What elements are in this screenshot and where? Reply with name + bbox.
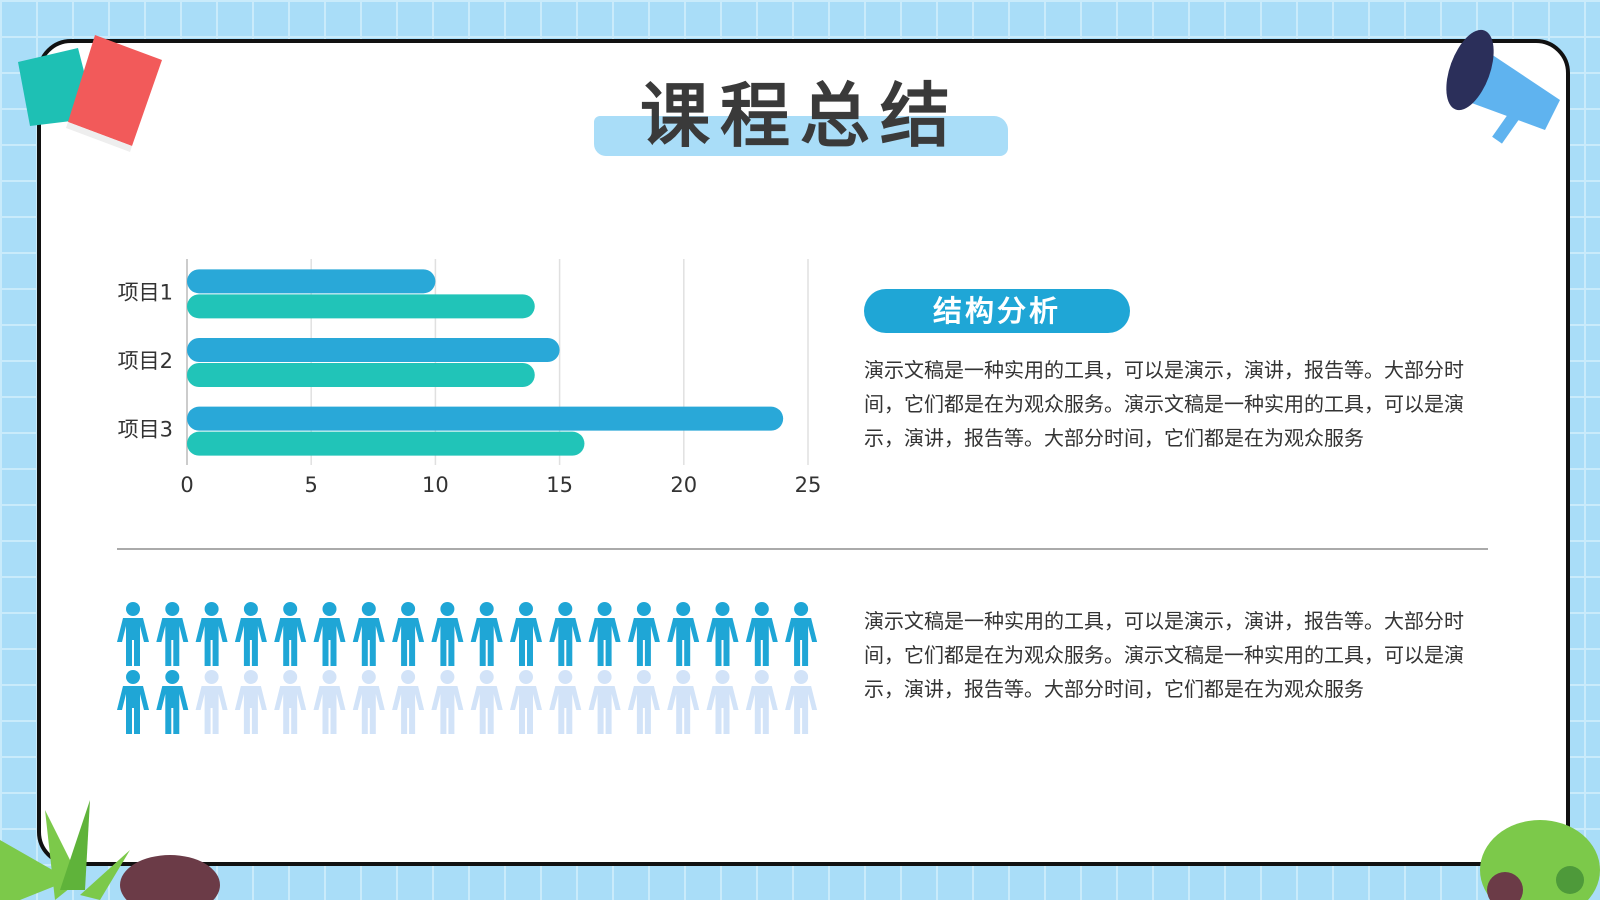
person-icon [667,602,700,666]
person-icon [785,670,818,734]
badge: 结构分析 [864,289,1130,333]
person-icon [706,602,739,666]
plant-left [0,800,220,900]
person-icon [785,602,818,666]
title: 课程总结 [640,75,960,157]
person-icon [431,670,464,734]
book [18,35,162,152]
x-tick-label: 25 [795,473,822,497]
person-icon [117,602,149,666]
person-icon [627,602,660,666]
person-icon [549,670,582,734]
x-tick-label: 10 [422,473,449,497]
plant-right [1480,820,1600,900]
x-tick-label: 5 [305,473,318,497]
person-icon [627,670,660,734]
person-icon [431,602,464,666]
person-icon [510,602,542,666]
person-icon [588,602,621,666]
megaphone [1446,29,1560,144]
person-icon [470,670,503,734]
person-icon [352,602,385,666]
x-tick-label: 0 [180,473,193,497]
person-icon [156,602,189,666]
x-tick-label: 20 [670,473,697,497]
person-icon [195,602,228,666]
person-icon [745,602,778,666]
bar [187,294,535,319]
person-icon [313,670,346,734]
person-icon [588,670,621,734]
bar [187,269,436,294]
paragraph: 演示文稿是一种实用的工具，可以是演示，演讲，报告等。大部分时间，它们都是在为观众… [864,358,1464,450]
paragraph: 演示文稿是一种实用的工具，可以是演示，演讲，报告等。大部分时间，它们都是在为观众… [864,609,1464,701]
y-tick-label: 项目3 [118,418,173,442]
person-icon [274,602,307,666]
person-icon [470,602,503,666]
person-icon [510,670,542,734]
person-icon [392,602,425,666]
person-icon [745,670,778,734]
person-icon [274,670,307,734]
bar [187,363,535,387]
bar [187,406,784,431]
y-tick-label: 项目1 [118,280,173,304]
person-icon [352,670,385,734]
person-icon [667,670,700,734]
person-icon [234,670,267,734]
bar [187,431,585,456]
person-icon [234,602,267,666]
person-icon [392,670,425,734]
x-tick-label: 15 [546,473,573,497]
person-icon [156,670,189,734]
title-brush [594,116,1008,156]
bar [187,338,560,362]
person-icon [117,670,149,734]
person-icon [706,670,739,734]
y-tick-label: 项目2 [118,349,173,373]
person-icon [195,670,228,734]
person-icon [313,602,346,666]
person-icon [549,602,582,666]
